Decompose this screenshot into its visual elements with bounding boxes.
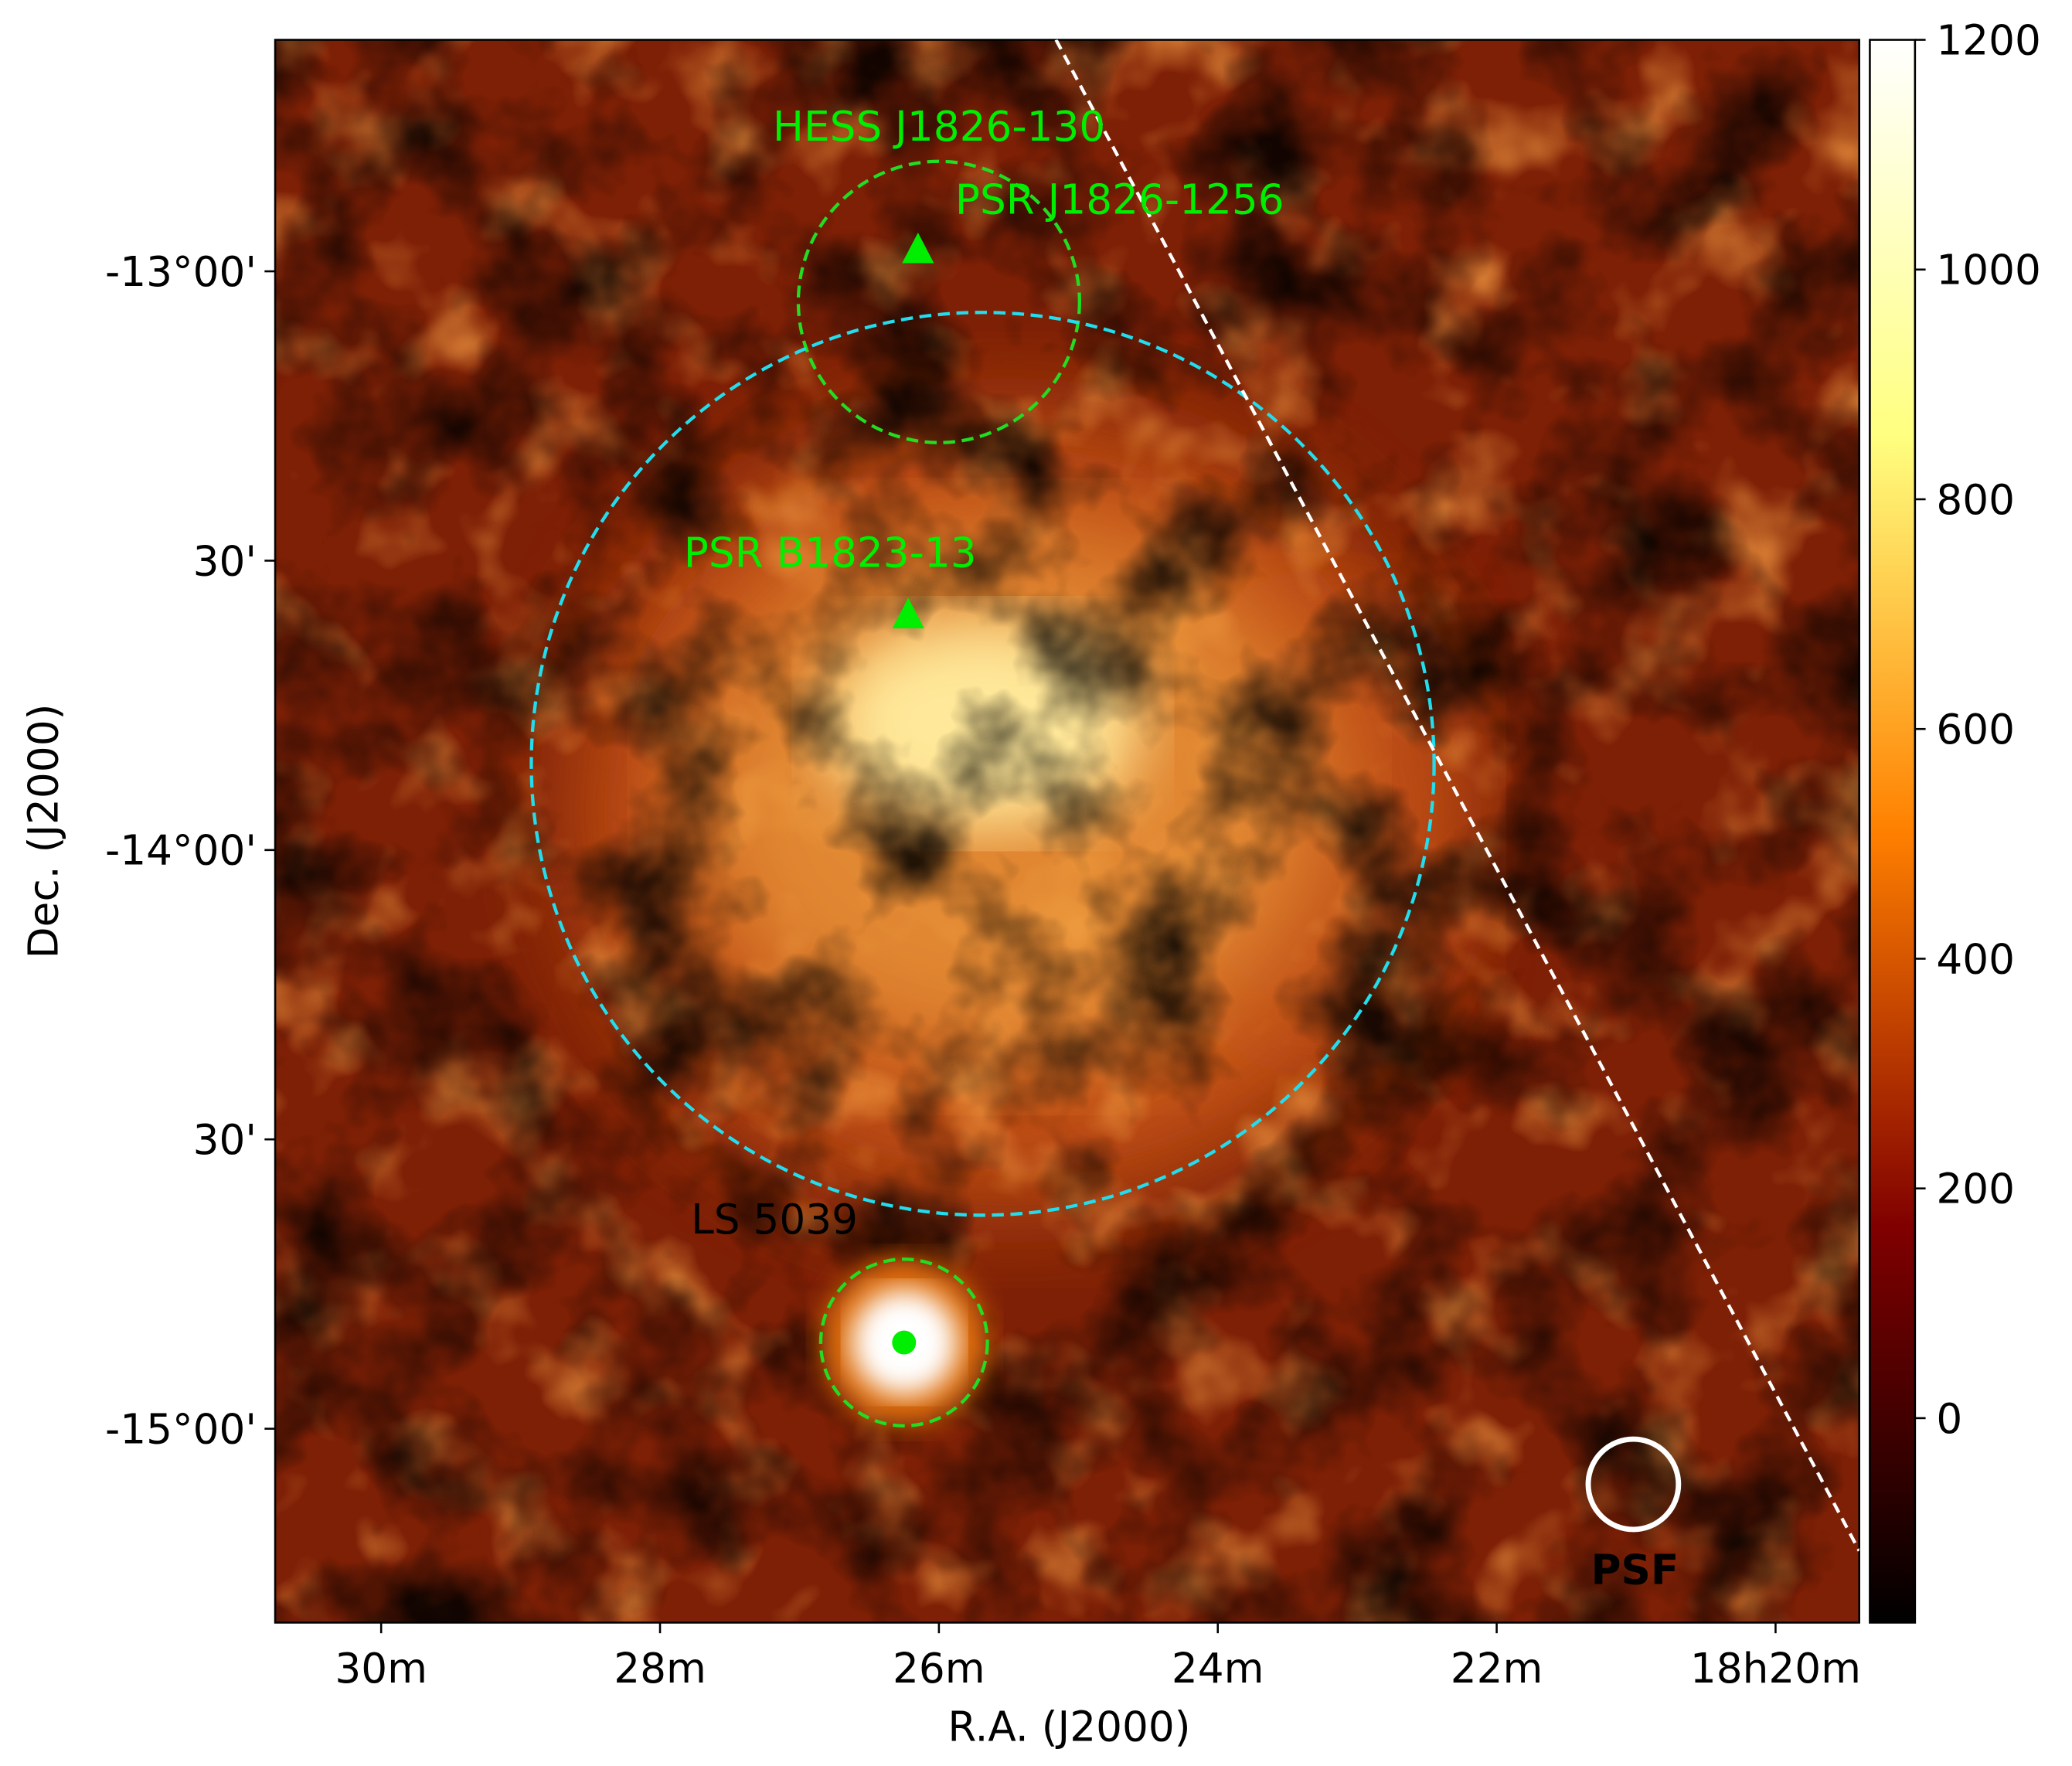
colorbar-tick-label: 0 — [1936, 1395, 1962, 1443]
source-label: HESS J1826-130 — [773, 103, 1105, 151]
sky-image — [275, 39, 1859, 1623]
x-axis-label: R.A. (J2000) — [948, 1703, 1190, 1751]
annotations — [529, 39, 1859, 1552]
pulsar-marker — [892, 597, 924, 629]
colorbar-tick-label: 400 — [1936, 935, 2015, 983]
x-tick-label: 26m — [893, 1645, 985, 1693]
colorbar — [1869, 39, 1917, 1624]
x-tick-label: 22m — [1451, 1645, 1543, 1693]
x-tick-label: 24m — [1172, 1645, 1264, 1693]
region-circle — [1585, 1436, 1682, 1533]
source-label: PSR J1826-1256 — [955, 176, 1284, 224]
x-tick-label: 18h20m — [1690, 1645, 1861, 1693]
region-circle — [818, 1257, 989, 1428]
colorbar-tick-label: 1200 — [1936, 16, 2041, 64]
plot-frame — [274, 39, 1860, 1624]
colorbar-tick-label: 800 — [1936, 476, 2015, 524]
y-tick-label: -14°00' — [105, 827, 257, 875]
y-tick-label: 30' — [193, 537, 257, 585]
x-tick-label: 28m — [614, 1645, 706, 1693]
y-tick-label: -13°00' — [105, 248, 257, 296]
source-label: LS 5039 — [691, 1196, 858, 1244]
colorbar-tick-label: 600 — [1936, 706, 2015, 754]
colorbar-tick-label: 200 — [1936, 1165, 2015, 1213]
y-tick-label: -15°00' — [105, 1406, 257, 1454]
y-axis-label: Dec. (J2000) — [19, 704, 67, 959]
pulsar-marker — [902, 233, 934, 264]
y-tick-label: 30' — [193, 1116, 257, 1164]
region-circle — [796, 159, 1081, 444]
galactic-plane-line — [1054, 39, 1859, 1552]
psf-label: PSF — [1591, 1547, 1679, 1594]
colorbar-tick-label: 1000 — [1936, 247, 2041, 294]
source-label: PSR B1823-13 — [684, 529, 977, 577]
source-marker — [892, 1330, 917, 1355]
region-circle — [529, 311, 1436, 1217]
x-tick-label: 30m — [335, 1645, 427, 1693]
